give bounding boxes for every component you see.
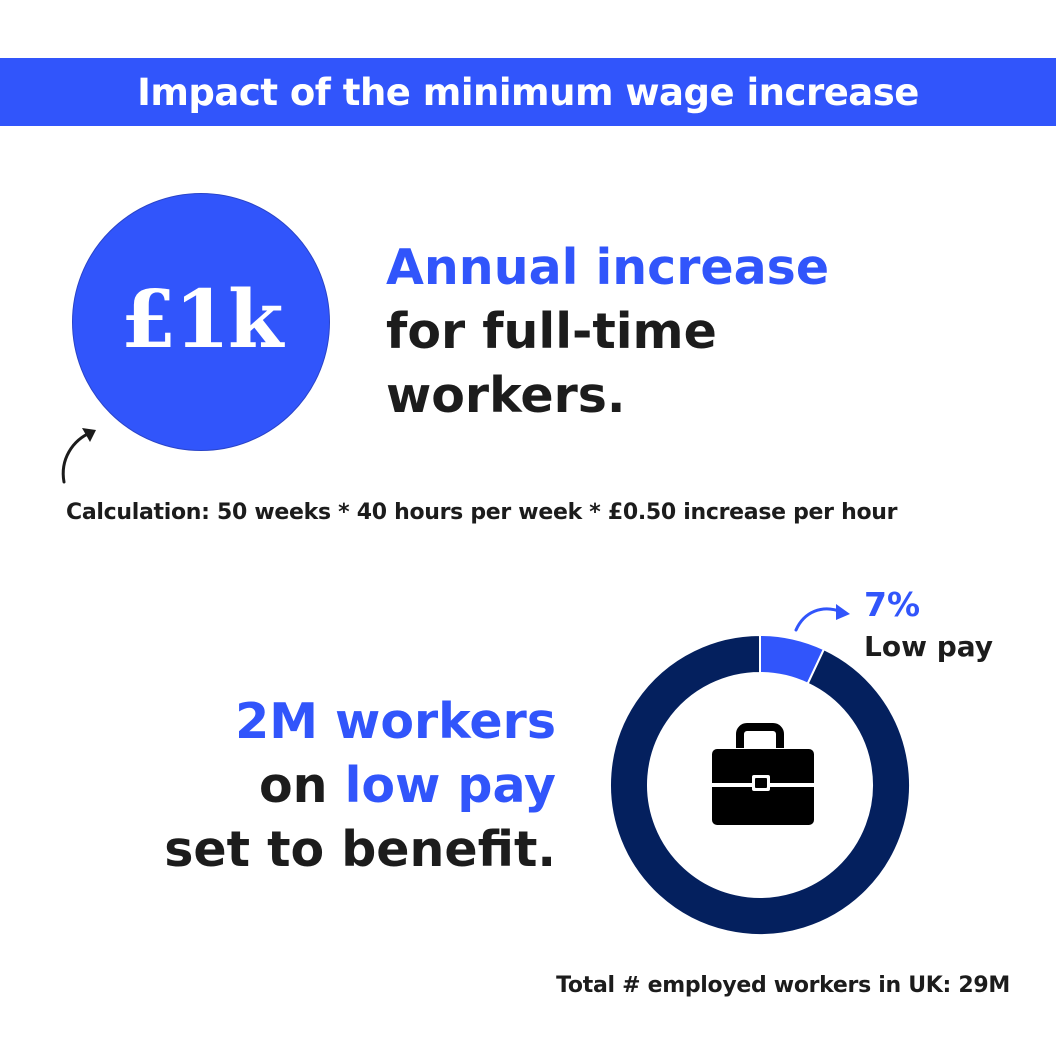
low-pay-percent: 7% xyxy=(864,585,921,624)
workers-count-line: 2M workers xyxy=(235,693,556,750)
benefit-line: set to benefit. xyxy=(164,821,556,878)
donut-slice-other xyxy=(609,633,911,936)
annual-increase-headline: Annual increase for full-time workers. xyxy=(386,236,829,428)
low-pay-prefix: on xyxy=(259,757,345,814)
curved-arrow-icon xyxy=(794,604,850,632)
briefcase-icon xyxy=(712,723,814,825)
annual-increase-value: £1k xyxy=(120,272,284,366)
curved-arrow-icon xyxy=(61,428,96,484)
low-pay-caption: Low pay xyxy=(864,630,994,663)
total-workers-note: Total # employed workers in UK: 29M xyxy=(556,973,1010,998)
headline-accent: Annual increase xyxy=(386,239,830,296)
title-banner: Impact of the minimum wage increase xyxy=(0,58,1056,126)
calculation-note: Calculation: 50 weeks * 40 hours per wee… xyxy=(66,500,898,525)
low-pay-donut-chart xyxy=(609,633,911,936)
headline-line-3: workers. xyxy=(386,367,626,424)
value-circle: £1k xyxy=(72,193,330,451)
headline-line-2: for full-time xyxy=(386,303,717,360)
page-title: Impact of the minimum wage increase xyxy=(137,70,919,114)
low-pay-headline: 2M workers on low pay set to benefit. xyxy=(164,690,556,882)
low-pay-accent: low pay xyxy=(344,757,556,814)
low-pay-line: on low pay xyxy=(164,754,556,818)
